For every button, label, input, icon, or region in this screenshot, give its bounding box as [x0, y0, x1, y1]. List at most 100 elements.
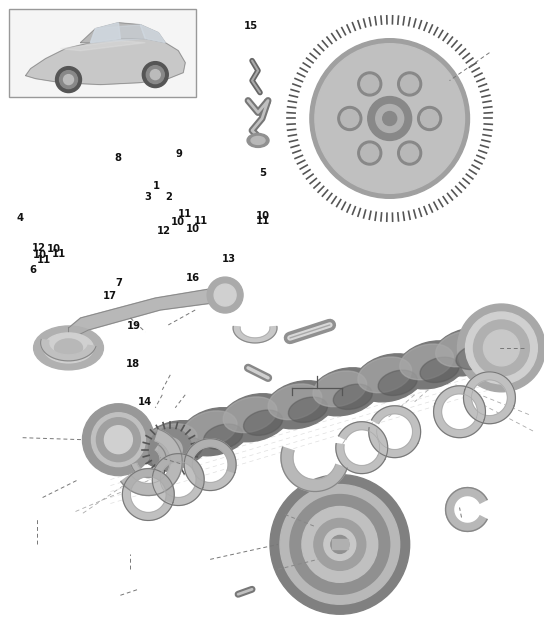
Ellipse shape [420, 357, 459, 382]
Ellipse shape [244, 410, 282, 435]
Polygon shape [90, 24, 146, 43]
Ellipse shape [396, 341, 467, 389]
Ellipse shape [456, 344, 495, 369]
Circle shape [457, 304, 545, 392]
Circle shape [142, 62, 168, 87]
Circle shape [474, 320, 529, 376]
Circle shape [315, 44, 464, 193]
Text: 13: 13 [222, 254, 236, 264]
Text: 2: 2 [165, 192, 172, 202]
Polygon shape [141, 24, 165, 43]
Circle shape [92, 413, 146, 467]
Text: 10: 10 [171, 217, 185, 227]
Circle shape [465, 312, 537, 384]
Polygon shape [338, 422, 387, 460]
Text: 11: 11 [52, 249, 66, 259]
Polygon shape [60, 41, 146, 51]
Circle shape [214, 284, 236, 306]
Text: 15: 15 [244, 21, 258, 31]
Circle shape [96, 418, 141, 462]
Polygon shape [123, 487, 173, 521]
Ellipse shape [435, 331, 489, 367]
Bar [332, 539, 348, 550]
Polygon shape [121, 430, 182, 495]
Circle shape [358, 72, 382, 96]
Ellipse shape [358, 357, 411, 392]
Circle shape [146, 66, 164, 84]
Ellipse shape [288, 397, 328, 423]
Circle shape [331, 536, 349, 553]
Ellipse shape [247, 134, 269, 148]
Text: 19: 19 [127, 321, 141, 331]
Circle shape [401, 75, 419, 93]
Text: 4: 4 [17, 214, 24, 223]
Circle shape [341, 109, 359, 127]
Ellipse shape [204, 424, 243, 450]
Polygon shape [40, 339, 96, 361]
Circle shape [338, 107, 362, 131]
Circle shape [361, 75, 379, 93]
Ellipse shape [399, 344, 453, 380]
Circle shape [310, 39, 469, 198]
Circle shape [158, 438, 182, 462]
Circle shape [148, 428, 192, 472]
Text: 3: 3 [144, 192, 152, 202]
Circle shape [398, 72, 422, 96]
Ellipse shape [334, 384, 372, 409]
Ellipse shape [354, 354, 425, 402]
Polygon shape [152, 472, 203, 506]
Polygon shape [154, 453, 204, 487]
Polygon shape [369, 428, 418, 458]
Text: 11: 11 [256, 215, 270, 225]
Circle shape [358, 141, 382, 165]
Text: 18: 18 [126, 359, 140, 369]
Text: 9: 9 [175, 149, 182, 159]
Circle shape [383, 112, 397, 126]
Text: 5: 5 [259, 168, 266, 178]
Ellipse shape [223, 397, 277, 433]
Bar [9, 9, 196, 97]
Polygon shape [434, 404, 484, 438]
Text: 10: 10 [33, 250, 47, 260]
Text: 10: 10 [185, 224, 199, 234]
Circle shape [290, 494, 390, 594]
Circle shape [270, 475, 410, 614]
Ellipse shape [313, 371, 367, 407]
Circle shape [314, 519, 366, 570]
Ellipse shape [378, 370, 417, 396]
Polygon shape [26, 39, 185, 85]
Text: 1: 1 [153, 181, 160, 191]
Ellipse shape [183, 411, 237, 447]
Polygon shape [185, 439, 236, 473]
Text: 11: 11 [37, 255, 51, 265]
Ellipse shape [164, 437, 203, 462]
Polygon shape [124, 468, 174, 502]
Ellipse shape [265, 381, 335, 429]
Circle shape [150, 70, 160, 80]
Text: 10: 10 [256, 211, 270, 221]
Circle shape [56, 67, 82, 92]
Text: 12: 12 [32, 243, 46, 253]
Text: 14: 14 [138, 397, 152, 407]
Polygon shape [336, 443, 385, 474]
Text: 16: 16 [185, 273, 199, 283]
Ellipse shape [220, 394, 290, 441]
Ellipse shape [268, 384, 322, 420]
Circle shape [398, 141, 422, 165]
Circle shape [64, 75, 74, 85]
Polygon shape [435, 386, 486, 420]
Text: 11: 11 [178, 209, 192, 219]
Ellipse shape [251, 136, 265, 144]
Polygon shape [464, 390, 514, 424]
Circle shape [105, 426, 132, 453]
Circle shape [82, 404, 154, 475]
Text: 10: 10 [47, 244, 61, 254]
Polygon shape [281, 447, 347, 492]
Ellipse shape [54, 339, 82, 357]
Polygon shape [81, 23, 165, 43]
Circle shape [368, 97, 411, 141]
Text: 17: 17 [102, 291, 117, 301]
Text: 12: 12 [157, 226, 171, 236]
Circle shape [421, 109, 439, 127]
Circle shape [417, 107, 441, 131]
